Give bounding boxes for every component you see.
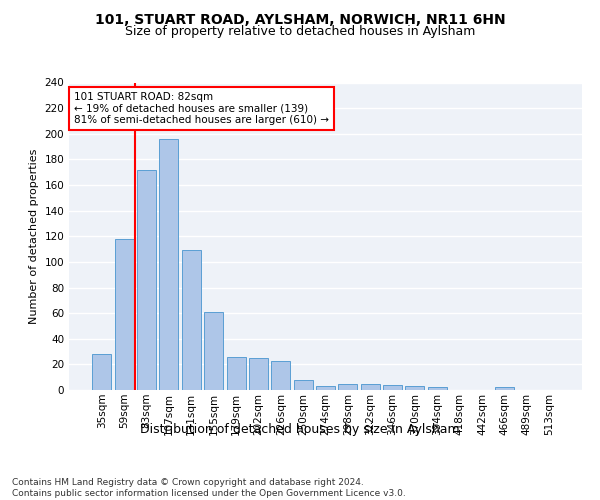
Bar (316, 386, 335, 390)
Text: Size of property relative to detached houses in Aylsham: Size of property relative to detached ho… (125, 25, 475, 38)
Y-axis label: Number of detached properties: Number of detached properties (29, 148, 39, 324)
Text: Contains HM Land Registry data © Crown copyright and database right 2024.
Contai: Contains HM Land Registry data © Crown c… (12, 478, 406, 498)
Bar (137, 170, 156, 390)
Text: Distribution of detached houses by size in Aylsham: Distribution of detached houses by size … (140, 422, 460, 436)
Bar (495, 388, 514, 390)
Bar (182, 250, 201, 390)
Bar (204, 312, 223, 390)
Bar (271, 360, 290, 390)
Text: 101 STUART ROAD: 82sqm
← 19% of detached houses are smaller (139)
81% of semi-de: 101 STUART ROAD: 82sqm ← 19% of detached… (74, 92, 329, 125)
Bar (428, 388, 447, 390)
Bar (293, 380, 313, 390)
Bar (361, 384, 380, 390)
Bar (227, 356, 245, 390)
Bar (115, 239, 134, 390)
Bar (406, 386, 424, 390)
Bar (160, 139, 178, 390)
Text: 101, STUART ROAD, AYLSHAM, NORWICH, NR11 6HN: 101, STUART ROAD, AYLSHAM, NORWICH, NR11… (95, 12, 505, 26)
Bar (92, 354, 112, 390)
Bar (383, 385, 402, 390)
Bar (338, 384, 358, 390)
Bar (249, 358, 268, 390)
